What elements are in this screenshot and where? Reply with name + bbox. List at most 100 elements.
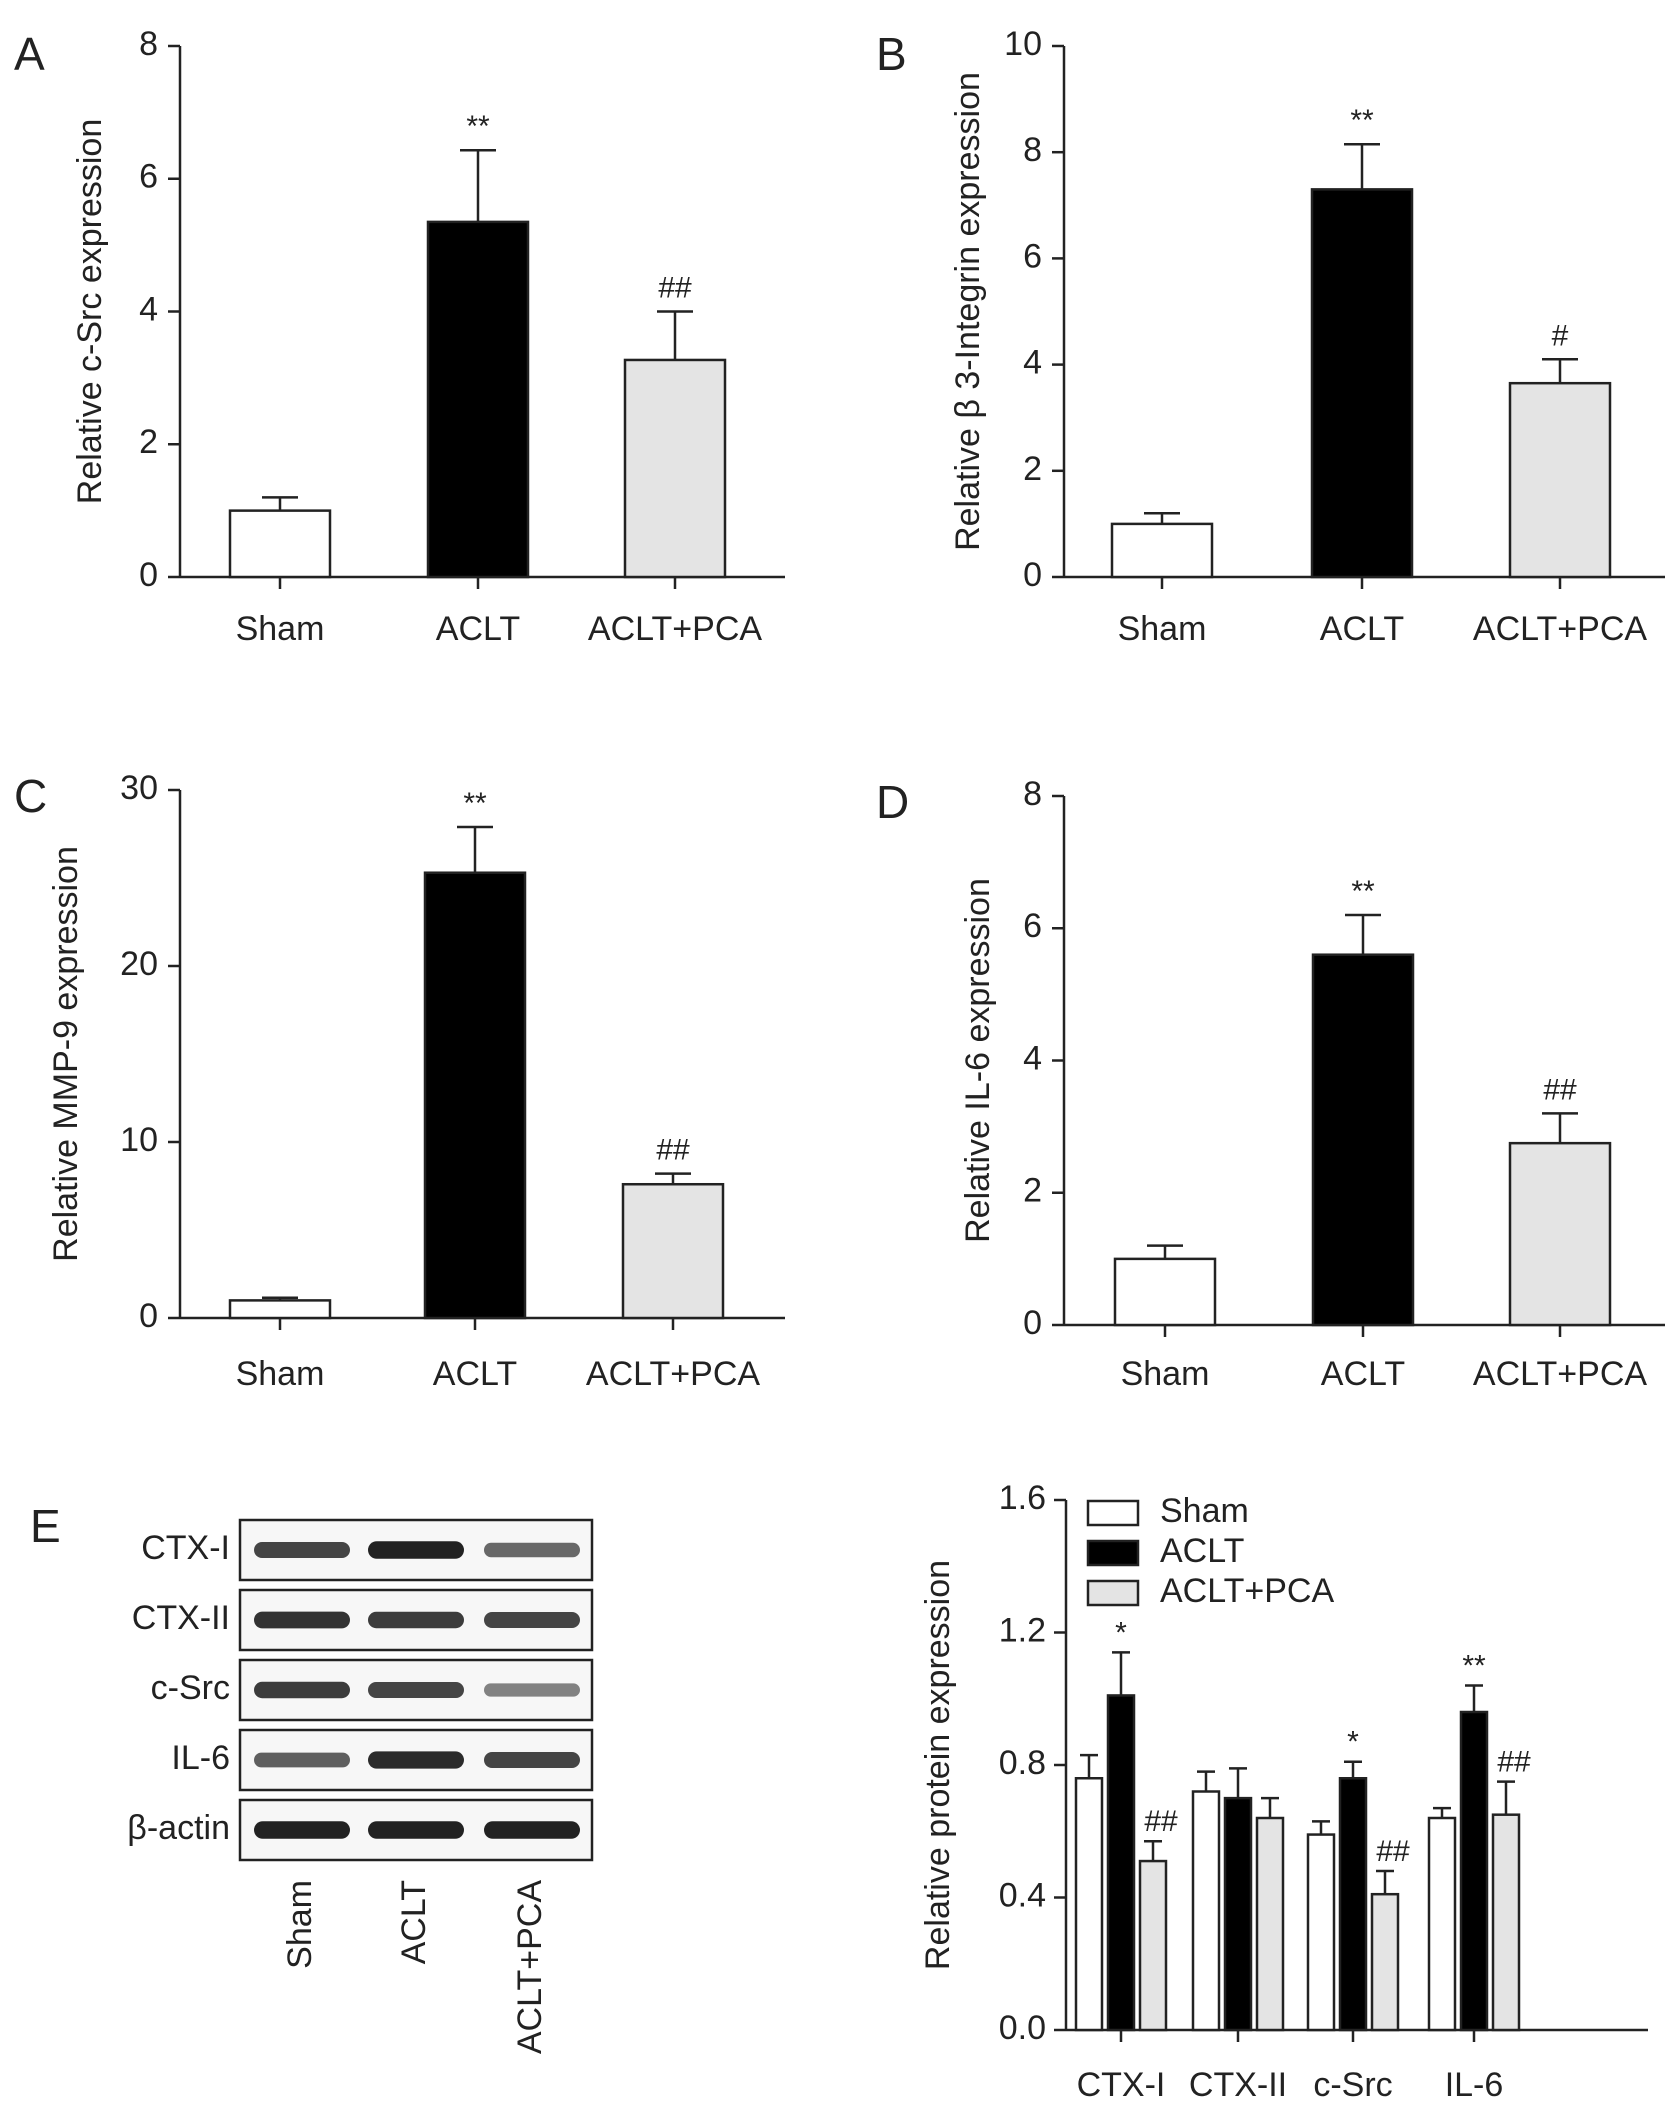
y-tick-label: 0.8 bbox=[999, 1744, 1046, 1782]
bar bbox=[1491, 1813, 1521, 2032]
significance-label: ** bbox=[466, 110, 490, 143]
y-tick-label: 20 bbox=[120, 945, 158, 983]
blot-lane-label: Sham bbox=[281, 1880, 319, 1969]
y-tick-label: 0 bbox=[1023, 1304, 1042, 1342]
y-tick-label: 0 bbox=[1023, 556, 1042, 594]
y-axis-label: Relative c-Src expression bbox=[71, 119, 109, 504]
significance-label: ** bbox=[1350, 104, 1374, 137]
y-tick-label: 0.0 bbox=[999, 2009, 1046, 2047]
significance-label: * bbox=[1347, 1726, 1359, 1759]
legend-swatch bbox=[1086, 1579, 1140, 1607]
blot-band bbox=[254, 1821, 350, 1839]
panel-letter: D bbox=[876, 776, 909, 828]
x-tick-label: ACLT+PCA bbox=[588, 610, 762, 648]
y-tick-label: 2 bbox=[139, 423, 158, 461]
legend-label: ACLT+PCA bbox=[1160, 1572, 1334, 1610]
x-tick-label: ACLT bbox=[1320, 610, 1404, 648]
blot-band bbox=[484, 1821, 580, 1839]
bar bbox=[228, 509, 332, 579]
bar bbox=[1310, 188, 1414, 579]
bar bbox=[621, 1182, 725, 1320]
y-axis-label: Relative MMP-9 expression bbox=[47, 846, 85, 1262]
x-tick-label: CTX-I bbox=[1077, 2066, 1166, 2104]
bar bbox=[1110, 522, 1214, 579]
bar bbox=[1427, 1816, 1457, 2032]
blot-band bbox=[254, 1611, 350, 1629]
charts-layer: A 0 2 4 6 8 Relative c-Src expression Sham ACLT *… bbox=[14, 25, 1665, 2104]
y-tick-label: 4 bbox=[1023, 1039, 1042, 1077]
y-axis-label: Relative IL-6 expression bbox=[959, 878, 997, 1243]
y-tick-label: 4 bbox=[1023, 344, 1042, 382]
blot-lane-label: ACLT bbox=[395, 1880, 433, 1964]
significance-label: ## bbox=[1543, 1073, 1577, 1106]
x-tick-label: ACLT+PCA bbox=[1473, 610, 1647, 648]
bar bbox=[1370, 1892, 1400, 2032]
y-tick-label: 8 bbox=[1023, 775, 1042, 813]
y-tick-label: 0 bbox=[139, 1297, 158, 1335]
blot-band bbox=[368, 1541, 464, 1559]
bar bbox=[1138, 1859, 1168, 2032]
bar bbox=[1306, 1833, 1336, 2032]
y-tick-label: 6 bbox=[139, 158, 158, 196]
significance-label: ## bbox=[658, 272, 692, 305]
blot-band bbox=[484, 1542, 580, 1558]
legend-swatch bbox=[1086, 1539, 1140, 1567]
blot-band bbox=[254, 1752, 350, 1768]
significance-label: ## bbox=[1497, 1746, 1531, 1779]
y-tick-label: 4 bbox=[139, 290, 158, 328]
x-tick-label: ACLT+PCA bbox=[586, 1355, 760, 1393]
blot-band bbox=[368, 1751, 464, 1769]
chart-panel-C: C 0 10 20 30 Relative MMP-9 expression Sham ACL… bbox=[14, 769, 785, 1393]
bar bbox=[1191, 1790, 1221, 2032]
y-axis-label: Relative β 3-Integrin expression bbox=[949, 72, 987, 551]
legend-swatch bbox=[1086, 1499, 1140, 1527]
bar bbox=[1311, 953, 1415, 1327]
blot-lane-label: ACLT+PCA bbox=[511, 1880, 549, 2054]
y-tick-label: 1.6 bbox=[999, 1479, 1046, 1517]
y-tick-label: 10 bbox=[120, 1121, 158, 1159]
x-tick-label: Sham bbox=[236, 610, 325, 648]
x-tick-label: Sham bbox=[236, 1355, 325, 1393]
bar bbox=[1106, 1694, 1136, 2032]
y-tick-label: 1.2 bbox=[999, 1611, 1046, 1649]
panel-letter: E bbox=[30, 1500, 61, 1552]
significance-label: ** bbox=[1462, 1650, 1486, 1683]
chart-panel-B: B 0 2 4 6 8 10 Relative β 3-Integrin expression… bbox=[876, 25, 1665, 648]
y-tick-label: 6 bbox=[1023, 907, 1042, 945]
blot-row-label: CTX-I bbox=[141, 1529, 230, 1567]
blot-row-label: c-Src bbox=[151, 1669, 230, 1707]
blot-row-label: β-actin bbox=[127, 1809, 230, 1847]
blot-row-label: CTX-II bbox=[132, 1599, 230, 1637]
x-tick-label: IL-6 bbox=[1445, 2066, 1504, 2104]
x-tick-label: ACLT bbox=[1321, 1355, 1405, 1393]
x-tick-label: Sham bbox=[1121, 1355, 1210, 1393]
x-tick-label: c-Src bbox=[1313, 2066, 1392, 2104]
blot-band bbox=[368, 1611, 464, 1629]
panel-letter: A bbox=[14, 28, 45, 80]
bar bbox=[426, 220, 530, 579]
western-blot: E CTX-I CTX-II c-Src IL-6 β-actin Sham ACLT ACLT… bbox=[30, 1500, 594, 2054]
bar bbox=[1113, 1257, 1217, 1327]
x-tick-label: Sham bbox=[1118, 610, 1207, 648]
y-tick-label: 0 bbox=[139, 556, 158, 594]
panel-letter: C bbox=[14, 770, 47, 822]
y-tick-label: 30 bbox=[120, 769, 158, 807]
significance-label: ** bbox=[1351, 875, 1375, 908]
bar bbox=[1074, 1777, 1104, 2032]
blot-band bbox=[368, 1821, 464, 1839]
x-tick-label: ACLT bbox=[436, 610, 520, 648]
significance-label: ## bbox=[656, 1134, 690, 1167]
bar bbox=[228, 1299, 332, 1320]
y-tick-label: 8 bbox=[139, 25, 158, 63]
significance-label: ## bbox=[1376, 1835, 1410, 1868]
bar bbox=[1459, 1710, 1489, 2032]
panel-letter: B bbox=[876, 28, 907, 80]
y-tick-label: 0.4 bbox=[999, 1876, 1046, 1914]
blot-row-label: IL-6 bbox=[171, 1739, 230, 1777]
significance-label: ** bbox=[463, 787, 487, 820]
blot-band bbox=[368, 1682, 464, 1698]
blot-band bbox=[484, 1612, 580, 1628]
chart-panel-E: 0.0 0.4 0.8 1.2 1.6 Relative protein expressi… bbox=[919, 1479, 1648, 2104]
bar bbox=[423, 871, 527, 1320]
